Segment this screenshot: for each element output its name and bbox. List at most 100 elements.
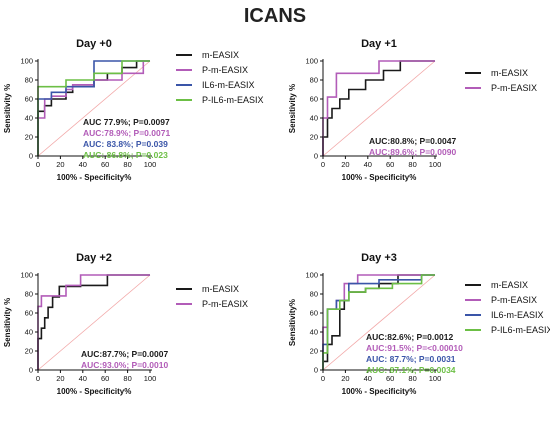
x-tick-label: 0: [36, 374, 40, 383]
auc-annotation: AUC: 83.8%; P=0.039: [83, 139, 168, 149]
y-axis-label: Sensitivity%: [288, 299, 297, 346]
x-tick-label: 40: [79, 160, 87, 169]
y-axis-label: Sensitivity %: [3, 298, 12, 347]
legend-label: P-m-EASIX: [202, 65, 248, 75]
y-tick-label: 40: [25, 114, 33, 123]
auc-annotation: AUC:82.6%; P=0.0012: [366, 332, 453, 342]
x-tick-label: 80: [123, 160, 131, 169]
y-tick-label: 60: [25, 95, 33, 104]
y-tick-label: 20: [310, 133, 318, 142]
legend-label: IL6-m-EASIX: [491, 310, 544, 320]
roc-curve-p-m-easix: [37, 60, 150, 156]
roc-curve-p-m-easix: [37, 274, 150, 370]
roc-curve-m-easix: [322, 60, 435, 156]
y-tick-label: 40: [310, 114, 318, 123]
auc-annotation: AUC 77.9%; P=0.0097: [83, 117, 170, 127]
auc-annotation: AUC:87.7%; P=0.0007: [81, 349, 168, 359]
x-tick-label: 100: [144, 374, 157, 383]
auc-annotation: AUC:80.8%; P=0.0047: [369, 136, 456, 146]
y-tick-label: 40: [310, 328, 318, 337]
x-tick-label: 60: [101, 160, 109, 169]
x-tick-label: 60: [386, 374, 394, 383]
y-tick-label: 80: [310, 290, 318, 299]
x-tick-label: 60: [386, 160, 394, 169]
y-tick-label: 0: [314, 152, 318, 161]
legend-label: m-EASIX: [202, 284, 239, 294]
x-tick-label: 80: [408, 374, 416, 383]
y-tick-label: 20: [25, 133, 33, 142]
x-axis-label: 100% - Specificity%: [57, 387, 132, 396]
chart-panels: Day +0 0 20 40 60 80 100 0 20 40 60 80 100 100% - Spe…: [3, 38, 550, 396]
panel-title: Day +2: [76, 252, 112, 264]
legend-label: P-m-EASIX: [202, 299, 248, 309]
y-tick-label: 100: [305, 57, 318, 66]
auc-annotation: AUC:78.9%; P=0.0071: [83, 128, 170, 138]
auc-annotation: AUC:89.6%; P=0.0090: [369, 147, 456, 157]
y-tick-label: 80: [25, 290, 33, 299]
panel-title: Day +3: [361, 252, 397, 264]
x-tick-label: 20: [341, 160, 349, 169]
legend-label: P-IL6-m-EASIX: [491, 325, 550, 335]
y-tick-label: 0: [29, 152, 33, 161]
x-tick-label: 40: [364, 160, 372, 169]
x-tick-label: 100: [429, 160, 442, 169]
x-axis-label: 100% - Specificity%: [342, 387, 417, 396]
auc-annotation: AUC: 87.7%; P=0.0031: [366, 354, 456, 364]
x-tick-label: 60: [101, 374, 109, 383]
legend-label: P-m-EASIX: [491, 83, 537, 93]
x-tick-label: 40: [79, 374, 87, 383]
legend-label: P-IL6-m-EASIX: [202, 95, 264, 105]
reference-diagonal: [322, 60, 436, 157]
auc-annotation: AUC: 87.1%; P=0.0034: [366, 365, 456, 375]
x-tick-label: 20: [56, 160, 64, 169]
roc-panel-3: Day +2 0 20 40 60 80 100 0 20 40 60 80 100 100% - Spe…: [3, 252, 248, 396]
x-tick-label: 80: [123, 374, 131, 383]
panel-title: Day +1: [361, 38, 397, 50]
x-axis-label: 100% - Specificity%: [57, 173, 132, 182]
x-tick-label: 0: [321, 374, 325, 383]
y-tick-label: 80: [310, 76, 318, 85]
auc-annotation: AUC:93.0%; P=0.0010: [81, 360, 168, 370]
roc-curve-p-m-easix: [322, 60, 435, 156]
reference-diagonal: [322, 274, 436, 371]
figure-title: ICANS: [244, 5, 306, 27]
y-tick-label: 100: [305, 271, 318, 280]
legend-label: P-m-EASIX: [491, 295, 537, 305]
roc-panel-4: Day +3 0 20 40 60 80 100 0 20 40 60 80 100 100% - Spe…: [288, 252, 550, 396]
y-tick-label: 0: [29, 366, 33, 375]
y-tick-label: 40: [25, 328, 33, 337]
y-tick-label: 60: [310, 309, 318, 318]
y-tick-label: 80: [25, 76, 33, 85]
x-tick-label: 0: [321, 160, 325, 169]
y-axis-label: Sensitivity %: [288, 84, 297, 133]
roc-panel-2: Day +1 0 20 40 60 80 100 0 20 40 60 80 100 100% - Spe…: [288, 38, 537, 182]
x-axis-label: 100% - Specificity%: [342, 173, 417, 182]
auc-annotation: AUC: 86.8%; P=0.023: [83, 150, 168, 160]
reference-diagonal: [37, 274, 151, 371]
roc-curve-p-il6-m-easix: [37, 60, 150, 156]
x-tick-label: 0: [36, 160, 40, 169]
y-tick-label: 0: [314, 366, 318, 375]
panel-title: Day +0: [76, 38, 112, 50]
legend-label: IL6-m-EASIX: [202, 80, 255, 90]
x-tick-label: 100: [429, 374, 442, 383]
legend-label: m-EASIX: [491, 280, 528, 290]
roc-curve-p-il6-m-easix: [322, 274, 435, 370]
x-tick-label: 20: [56, 374, 64, 383]
x-tick-label: 20: [341, 374, 349, 383]
y-tick-label: 20: [310, 347, 318, 356]
x-tick-label: 80: [408, 160, 416, 169]
roc-panel-1: Day +0 0 20 40 60 80 100 0 20 40 60 80 100 100% - Spe…: [3, 38, 264, 182]
roc-curve-m-easix: [37, 274, 150, 370]
auc-annotation: AUC:91.5%; P=<0.00010: [366, 343, 463, 353]
y-tick-label: 100: [20, 57, 33, 66]
y-axis-label: Sensitivity %: [3, 84, 12, 133]
y-tick-label: 60: [310, 95, 318, 104]
y-tick-label: 100: [20, 271, 33, 280]
x-tick-label: 100: [144, 160, 157, 169]
y-tick-label: 20: [25, 347, 33, 356]
legend-label: m-EASIX: [202, 50, 239, 60]
x-tick-label: 40: [364, 374, 372, 383]
y-tick-label: 60: [25, 309, 33, 318]
